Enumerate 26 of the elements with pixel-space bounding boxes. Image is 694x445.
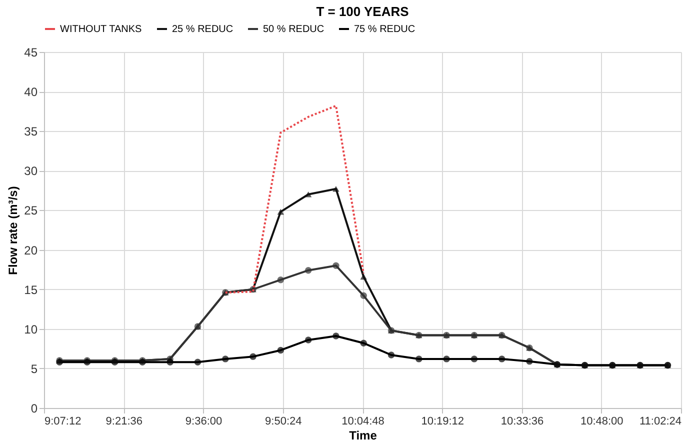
x-tick-label: 10:33:36 bbox=[500, 416, 544, 428]
y-tick-label: 20 bbox=[24, 243, 38, 258]
y-tick-label: 40 bbox=[24, 85, 38, 100]
x-tick-label: 9:50:24 bbox=[265, 416, 302, 428]
y-tick-label: 25 bbox=[24, 204, 38, 218]
x-tick-label: 10:19:12 bbox=[421, 416, 464, 428]
y-tick-label: 10 bbox=[24, 322, 38, 336]
y-tick-label: 15 bbox=[24, 282, 38, 297]
legend-label: 50 % REDUC bbox=[263, 24, 324, 35]
y-tick-label: 5 bbox=[30, 362, 38, 376]
y-axis-title: Flow rate (m³/s) bbox=[6, 186, 20, 275]
legend-label: WITHOUT TANKS bbox=[60, 24, 142, 35]
x-axis-title: Time bbox=[349, 428, 378, 442]
legend-label: 25 % REDUC bbox=[172, 24, 234, 35]
legend-label: 75 % REDUC bbox=[354, 24, 416, 35]
x-tick-label: 9:07:12 bbox=[44, 416, 82, 428]
x-tick-label: 10:04:48 bbox=[342, 416, 384, 428]
y-tick-label: 0 bbox=[30, 402, 38, 416]
x-tick-label: 9:21:36 bbox=[106, 416, 142, 428]
x-tick-label: 9:36:00 bbox=[185, 416, 222, 428]
y-tick-label: 45 bbox=[24, 46, 38, 60]
y-tick-label: 35 bbox=[24, 124, 38, 139]
x-tick-label: 10:48:00 bbox=[580, 416, 624, 428]
y-tick-label: 30 bbox=[24, 164, 38, 178]
x-tick-label: 11:02:24 bbox=[639, 416, 682, 428]
chart-title: T = 100 YEARS bbox=[316, 4, 410, 19]
